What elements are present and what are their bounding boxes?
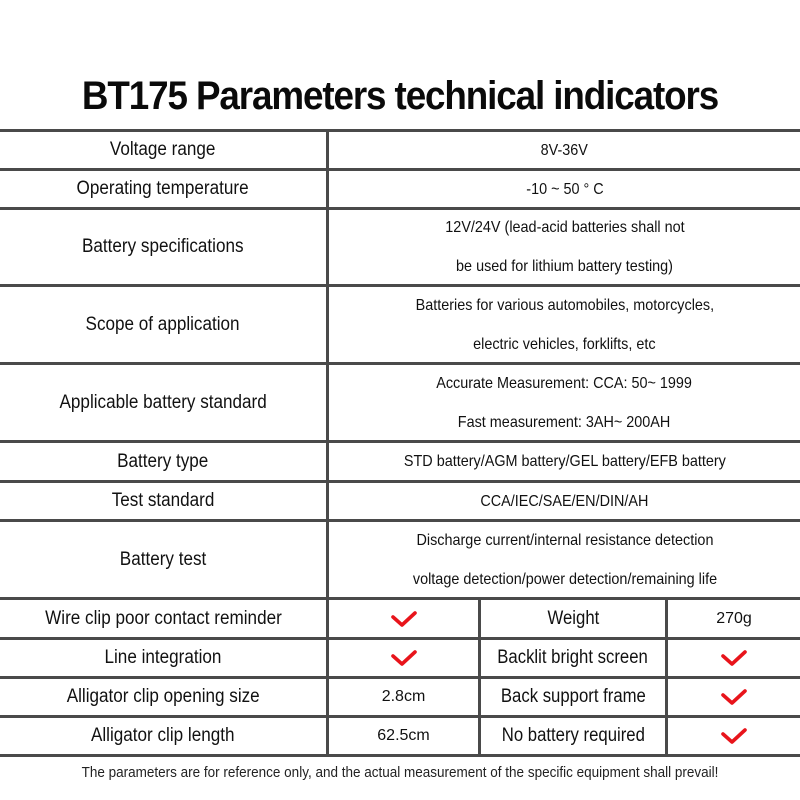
row-divider xyxy=(0,362,800,365)
spec-label-cell: Applicable battery standard xyxy=(0,365,326,440)
feature-label: Alligator clip length xyxy=(91,725,235,746)
feature-value: 62.5cm xyxy=(377,727,430,744)
feature-value-cell: 270g xyxy=(668,600,800,637)
feature-label-cell: Back support frame xyxy=(481,679,665,715)
spec-label-cell: Scope of application xyxy=(0,287,326,362)
check-icon xyxy=(721,728,747,744)
spec-label: Voltage range xyxy=(110,139,216,160)
spec-label-cell: Voltage range xyxy=(0,132,326,168)
feature-label: Line integration xyxy=(104,647,222,668)
row-divider xyxy=(0,676,800,679)
table-border-top xyxy=(0,129,800,132)
spec-label: Battery type xyxy=(117,450,209,472)
feature-label-cell: Alligator clip opening size xyxy=(0,679,326,715)
feature-value-cell xyxy=(668,718,800,754)
row-divider xyxy=(0,715,800,718)
column-divider xyxy=(478,597,481,757)
column-divider xyxy=(326,129,329,757)
spec-value-cell: -10 ~ 50 ° C xyxy=(329,171,800,207)
feature-label: Wire clip poor contact reminder xyxy=(44,607,282,629)
spec-value-cell: Batteries for various automobiles, motor… xyxy=(329,287,800,362)
check-icon xyxy=(390,610,417,627)
feature-label: Alligator clip opening size xyxy=(66,686,260,707)
spec-label-cell: Operating temperature xyxy=(0,171,326,207)
spec-value-cell: STD battery/AGM battery/GEL battery/EFB … xyxy=(329,443,800,480)
row-divider xyxy=(0,519,800,522)
disclaimer-note: The parameters are for reference only, a… xyxy=(81,764,719,781)
feature-label: Weight xyxy=(547,607,599,629)
spec-value-line: voltage detection/power detection/remain… xyxy=(412,570,717,588)
row-divider xyxy=(0,284,800,287)
spec-label: Battery specifications xyxy=(82,236,244,257)
spec-value-cell: 12V/24V (lead-acid batteries shall not b… xyxy=(329,210,800,284)
row-divider xyxy=(0,168,800,171)
spec-value: CCA/IEC/SAE/EN/DIN/AH xyxy=(480,492,649,510)
feature-value: 2.8cm xyxy=(381,688,426,705)
spec-value-line: 12V/24V (lead-acid batteries shall not xyxy=(444,219,685,236)
spec-value: STD battery/AGM battery/GEL battery/EFB … xyxy=(403,453,726,470)
feature-value-cell xyxy=(668,679,800,715)
spec-label: Operating temperature xyxy=(76,178,250,199)
spec-value-line: electric vehicles, forklifts, etc xyxy=(473,335,656,353)
feature-value: 270g xyxy=(716,609,752,627)
feature-label: Back support frame xyxy=(500,686,646,707)
feature-label: No battery required xyxy=(501,725,645,746)
check-icon xyxy=(390,650,417,666)
spec-label: Scope of application xyxy=(85,313,241,335)
page-title: BT175 Parameters technical indicators xyxy=(81,74,719,118)
spec-value-line: Accurate Measurement: CCA: 50~ 1999 xyxy=(436,374,693,392)
spec-label-cell: Test standard xyxy=(0,483,326,519)
feature-label-cell: Line integration xyxy=(0,640,326,676)
spec-label: Applicable battery standard xyxy=(59,391,267,413)
spec-value-line: be used for lithium battery testing) xyxy=(456,258,673,275)
feature-label: Backlit bright screen xyxy=(497,647,649,668)
row-divider xyxy=(0,207,800,210)
spec-label-cell: Battery specifications xyxy=(0,210,326,284)
row-divider xyxy=(0,637,800,640)
spec-value-line: Fast measurement: 3AH~ 200AH xyxy=(458,413,671,431)
spec-label: Test standard xyxy=(111,490,215,511)
check-icon xyxy=(721,689,747,705)
spec-label-cell: Battery test xyxy=(0,522,326,597)
spec-table: Voltage range 8V-36V Operating temperatu… xyxy=(0,129,800,757)
row-divider xyxy=(0,480,800,483)
check-icon xyxy=(721,650,747,666)
spec-value-cell: Accurate Measurement: CCA: 50~ 1999 Fast… xyxy=(329,365,800,440)
feature-label-cell: No battery required xyxy=(481,718,665,754)
feature-label-cell: Backlit bright screen xyxy=(481,640,665,676)
spec-label: Battery test xyxy=(119,548,207,570)
feature-value-cell: 62.5cm xyxy=(329,718,478,754)
spec-value: -10 ~ 50 ° C xyxy=(525,180,604,198)
feature-value-cell xyxy=(329,640,478,676)
spec-label-cell: Battery type xyxy=(0,443,326,480)
spec-value-cell: 8V-36V xyxy=(329,132,800,168)
spec-value-line: Batteries for various automobiles, motor… xyxy=(415,296,714,314)
feature-label-cell: Alligator clip length xyxy=(0,718,326,754)
feature-label-cell: Weight xyxy=(481,600,665,637)
feature-label-cell: Wire clip poor contact reminder xyxy=(0,600,326,637)
feature-value-cell xyxy=(329,600,478,637)
feature-value-cell xyxy=(668,640,800,676)
row-divider xyxy=(0,597,800,600)
spec-value-cell: CCA/IEC/SAE/EN/DIN/AH xyxy=(329,483,800,519)
feature-value-cell: 2.8cm xyxy=(329,679,478,715)
column-divider xyxy=(665,597,668,757)
spec-value-cell: Discharge current/internal resistance de… xyxy=(329,522,800,597)
table-border-bottom xyxy=(0,754,800,757)
row-divider xyxy=(0,440,800,443)
spec-value: 8V-36V xyxy=(540,141,589,159)
spec-value-line: Discharge current/internal resistance de… xyxy=(416,531,713,549)
